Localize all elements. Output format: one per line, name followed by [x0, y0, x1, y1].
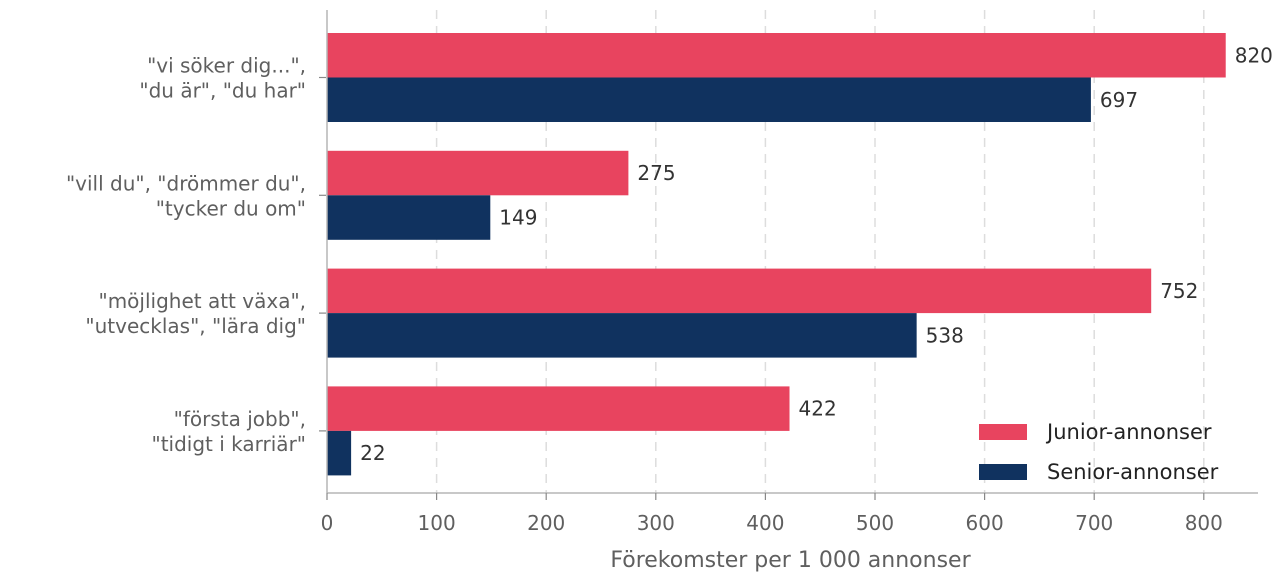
bar-value-label: 275	[637, 161, 675, 185]
category-label-line: "tidigt i karriär"	[152, 432, 306, 456]
bar-value-label: 422	[799, 397, 837, 421]
bar-value-label: 697	[1100, 88, 1138, 112]
x-tick-label: 600	[966, 511, 1004, 535]
legend-swatch	[979, 464, 1027, 480]
bar-junior	[327, 150, 629, 196]
category-label-line: "möjlighet att växa",	[99, 289, 307, 313]
category-label: "första jobb", "tidigt i karriär"	[152, 407, 306, 456]
bar-senior	[327, 313, 917, 358]
x-tick-label: 200	[527, 511, 565, 535]
category-label-line: "första jobb",	[174, 407, 306, 431]
category-label-line: "du är", "du har"	[139, 79, 306, 103]
category-label: "vill du", "drömmer du", "tycker du om"	[66, 171, 306, 220]
x-axis-title: Förekomster per 1 000 annonser	[610, 548, 971, 573]
x-tick-label: 0	[321, 511, 334, 535]
axes	[319, 10, 1258, 494]
bar-junior	[327, 268, 1152, 314]
category-label-line: "tycker du om"	[156, 196, 306, 220]
bar-senior	[327, 195, 491, 240]
category-label: "möjlighet att växa", "utvecklas", "lära …	[85, 289, 306, 338]
x-tick-label: 300	[637, 511, 675, 535]
category-label-line: "vi söker dig...",	[147, 54, 306, 78]
x-tick-label: 800	[1185, 511, 1223, 535]
bar-junior	[327, 386, 790, 431]
x-tick-label: 100	[418, 511, 456, 535]
category-label-line: "utvecklas", "lära dig"	[85, 314, 306, 338]
legend-swatch	[979, 424, 1027, 440]
category-label-line: "vill du", "drömmer du",	[66, 171, 306, 195]
bar-value-label: 820	[1235, 43, 1273, 67]
bar-value-label: 149	[499, 206, 537, 230]
legend: Junior-annonser Senior-annonser	[979, 420, 1219, 484]
category-label: "vi söker dig...", "du är", "du har"	[139, 54, 306, 103]
bar-senior	[327, 430, 352, 476]
x-tick-label: 700	[1075, 511, 1113, 535]
category-labels: "vi söker dig...", "du är", "du har" "vill…	[66, 54, 306, 456]
bar-senior	[327, 77, 1091, 122]
bar-junior	[327, 33, 1226, 78]
bar-value-label: 22	[360, 441, 385, 465]
bar-value-label: 538	[926, 323, 964, 347]
x-tick-labels: 0 100 200 300 400 500 600 700 800	[321, 493, 1223, 535]
legend-label: Senior-annonser	[1047, 460, 1219, 484]
x-tick-label: 500	[856, 511, 894, 535]
value-labels: 820 697 275 149 752 538 422 22	[360, 43, 1273, 465]
bars	[327, 33, 1226, 476]
x-tick-label: 400	[746, 511, 784, 535]
legend-label: Junior-annonser	[1045, 420, 1212, 444]
bar-value-label: 752	[1160, 279, 1198, 303]
